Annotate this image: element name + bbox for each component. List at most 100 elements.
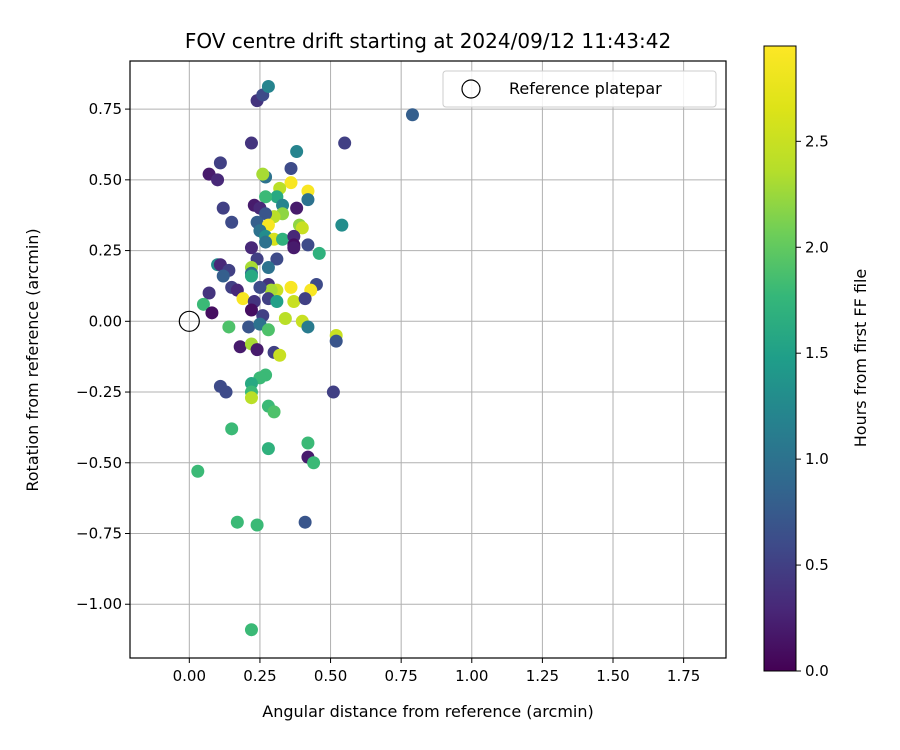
data-point: [301, 320, 315, 334]
data-point: [259, 190, 273, 204]
legend-reference-marker: [461, 79, 481, 99]
data-point: [326, 385, 340, 399]
colorbar-ticks: 0.0 0.5 1.0 1.5 2.0 2.5: [796, 132, 829, 680]
data-point: [216, 269, 230, 283]
data-point: [259, 207, 273, 221]
x-tick-label: 0.00: [173, 667, 206, 685]
data-point: [405, 108, 419, 122]
data-point: [250, 343, 264, 357]
data-point: [244, 623, 258, 637]
data-point: [244, 269, 258, 283]
data-point: [205, 306, 219, 320]
x-tick-label: 0.25: [243, 667, 276, 685]
data-point: [290, 145, 304, 159]
data-point: [312, 246, 326, 260]
data-point: [253, 280, 267, 294]
y-tick-label: 0.50: [89, 171, 122, 189]
data-point: [261, 261, 275, 275]
data-point: [250, 518, 264, 532]
data-point: [284, 162, 298, 176]
data-point: [270, 252, 284, 266]
y-tick-label: −0.50: [76, 454, 122, 472]
data-point: [335, 218, 349, 232]
data-point: [278, 311, 292, 325]
x-tick-label: 1.50: [596, 667, 629, 685]
colorbar-tick-label: 0.0: [805, 662, 829, 680]
data-point: [295, 221, 309, 235]
x-tick-label: 1.00: [455, 667, 488, 685]
data-point: [244, 136, 258, 150]
data-point: [213, 156, 227, 170]
data-point: [233, 340, 247, 354]
data-point: [307, 456, 321, 470]
x-tick-label: 1.25: [526, 667, 559, 685]
data-point: [225, 422, 239, 436]
data-point: [267, 405, 281, 419]
data-point: [284, 280, 298, 294]
colorbar-tick-label: 1.0: [805, 450, 829, 468]
data-point: [230, 515, 244, 529]
colorbar-tick-label: 1.5: [805, 344, 829, 362]
data-point: [261, 323, 275, 337]
data-point: [261, 442, 275, 456]
plot-area-frame: [129, 60, 727, 659]
x-tick-label: 0.50: [314, 667, 347, 685]
data-point: [211, 173, 225, 187]
legend-entry-reference: Reference platepar: [509, 79, 662, 98]
data-point: [338, 136, 352, 150]
colorbar-tick-label: 0.5: [805, 556, 829, 574]
y-tick-label: −0.75: [76, 525, 122, 543]
y-tick-label: 0.00: [89, 312, 122, 330]
data-point: [276, 232, 290, 246]
y-tick-label: 0.75: [89, 100, 122, 118]
legend: Reference platepar: [442, 70, 717, 108]
data-point: [301, 238, 315, 252]
data-point: [244, 241, 258, 255]
grid-lines: [130, 61, 726, 658]
reference-marker-layer: [178, 310, 200, 332]
legend-box: [442, 70, 717, 108]
data-point: [270, 294, 284, 308]
data-point: [236, 292, 250, 306]
data-point: [191, 464, 205, 478]
x-axis: 0.00 0.25 0.50 0.75 1.00 1.25 1.50 1.75: [173, 658, 700, 685]
y-tick-label: −1.00: [76, 595, 122, 613]
y-tick-label: 0.25: [89, 242, 122, 260]
colorbar-tick-label: 2.5: [805, 132, 829, 150]
data-point: [298, 515, 312, 529]
data-point: [244, 391, 258, 405]
data-point: [273, 348, 287, 362]
data-point: [202, 286, 216, 300]
y-axis: 0.75 0.50 0.25 0.00 −0.25 −0.50 −0.75 −1.00: [76, 100, 130, 613]
data-point: [244, 303, 258, 317]
x-tick-label: 1.75: [667, 667, 700, 685]
data-point: [301, 193, 315, 207]
plot-points: [191, 79, 419, 637]
data-point: [216, 201, 230, 215]
data-point: [284, 176, 298, 190]
data-point: [196, 297, 210, 311]
data-point: [242, 320, 256, 334]
data-point: [225, 215, 239, 229]
data-point: [287, 241, 301, 255]
x-tick-label: 0.75: [384, 667, 417, 685]
y-axis-label: Rotation from reference (arcmin): [23, 228, 42, 491]
data-point: [290, 201, 304, 215]
colorbar-tick-label: 2.0: [805, 238, 829, 256]
chart-title: FOV centre drift starting at 2024/09/12 …: [185, 29, 671, 53]
data-point: [301, 436, 315, 450]
y-tick-label: −0.25: [76, 383, 122, 401]
data-point: [259, 235, 273, 249]
colorbar-gradient: [763, 45, 797, 672]
data-point: [329, 334, 343, 348]
x-axis-label: Angular distance from reference (arcmin): [262, 702, 593, 721]
data-point: [256, 167, 270, 181]
data-point: [219, 385, 233, 399]
data-point: [261, 79, 275, 93]
colorbar: 0.0 0.5 1.0 1.5 2.0 2.5 Hours from first FF f…: [763, 45, 870, 680]
reference-platepar-marker: [178, 310, 200, 332]
data-point: [287, 294, 301, 308]
data-point: [222, 320, 236, 334]
data-point: [298, 292, 312, 306]
